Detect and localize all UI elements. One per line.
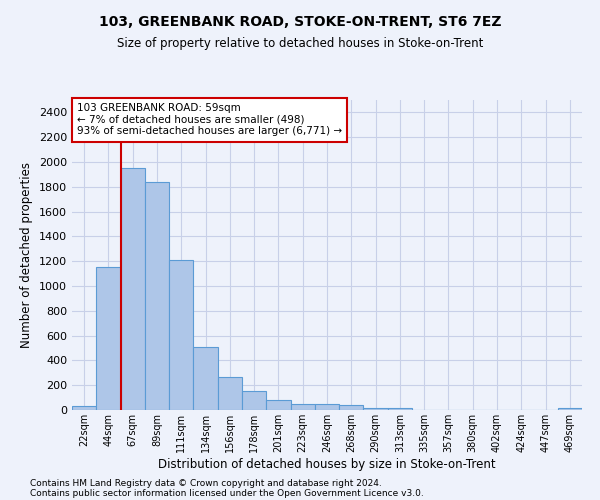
Text: Size of property relative to detached houses in Stoke-on-Trent: Size of property relative to detached ho…: [117, 38, 483, 51]
Bar: [96, 268, 121, 410]
Bar: [121, 168, 145, 410]
Bar: [364, 408, 388, 410]
Text: Contains HM Land Registry data © Crown copyright and database right 2024.: Contains HM Land Registry data © Crown c…: [30, 478, 382, 488]
Bar: [558, 408, 582, 410]
Bar: [290, 404, 315, 410]
Bar: [193, 347, 218, 410]
Bar: [315, 404, 339, 410]
Bar: [388, 408, 412, 410]
Text: Contains public sector information licensed under the Open Government Licence v3: Contains public sector information licen…: [30, 488, 424, 498]
X-axis label: Distribution of detached houses by size in Stoke-on-Trent: Distribution of detached houses by size …: [158, 458, 496, 470]
Text: 103, GREENBANK ROAD, STOKE-ON-TRENT, ST6 7EZ: 103, GREENBANK ROAD, STOKE-ON-TRENT, ST6…: [99, 15, 501, 29]
Bar: [266, 400, 290, 410]
Bar: [218, 377, 242, 410]
Y-axis label: Number of detached properties: Number of detached properties: [20, 162, 34, 348]
Bar: [339, 405, 364, 410]
Text: 103 GREENBANK ROAD: 59sqm
← 7% of detached houses are smaller (498)
93% of semi-: 103 GREENBANK ROAD: 59sqm ← 7% of detach…: [77, 103, 342, 136]
Bar: [242, 391, 266, 410]
Bar: [145, 182, 169, 410]
Bar: [169, 260, 193, 410]
Bar: [72, 406, 96, 410]
